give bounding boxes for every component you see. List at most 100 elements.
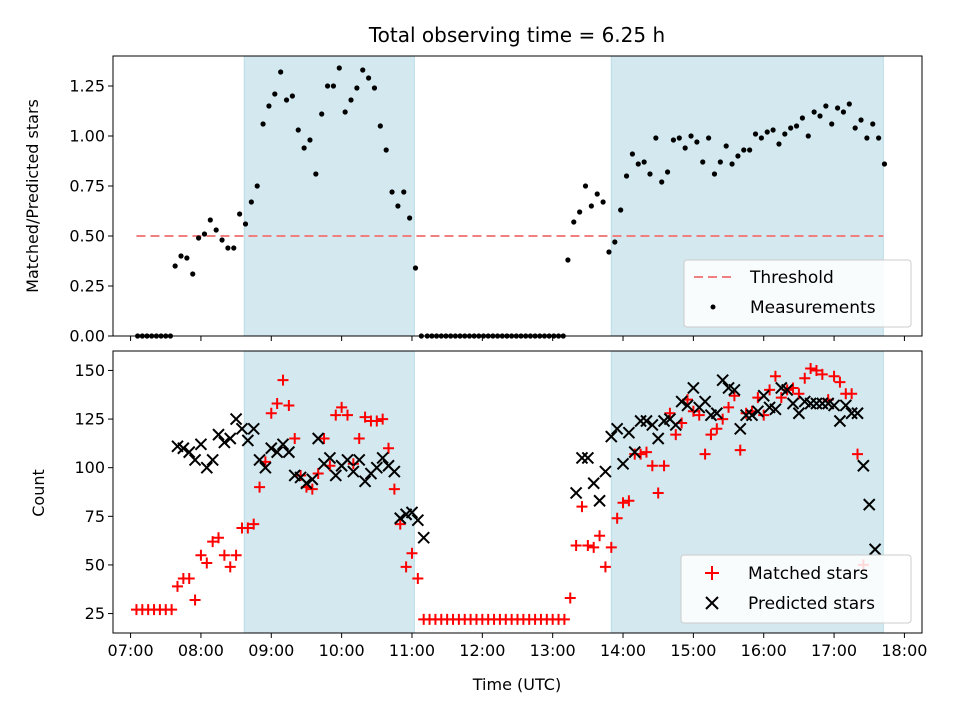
measurement-point [647, 171, 653, 177]
legend-matched-label: Matched stars [748, 564, 868, 584]
predicted-star-point [376, 451, 389, 465]
y-tick-label: 0.25 [69, 277, 105, 296]
measurement-point [319, 111, 325, 117]
measurement-point [729, 161, 735, 167]
predicted-star-point [247, 422, 260, 436]
matched-star-point [207, 536, 219, 548]
matched-star-point [711, 423, 723, 435]
matched-star-point [189, 594, 201, 606]
matched-star-point [570, 539, 582, 551]
matched-star-point [775, 392, 787, 404]
y-tick-label: 0.75 [69, 177, 105, 196]
top-legend-box [683, 259, 912, 328]
matched-star-point [341, 409, 353, 421]
bot-highlight-band-1 [243, 350, 415, 634]
measurement-point [664, 169, 671, 175]
chart-title: Total observing time = 6.25 h [368, 23, 665, 47]
matched-stars-points [131, 363, 869, 625]
predicted-star-point [218, 436, 231, 449]
measurement-point [342, 109, 348, 115]
predicted-star-point [804, 397, 817, 410]
y-tick-label: 0.00 [69, 327, 105, 346]
measurement-point [184, 255, 190, 261]
predicted-star-point [200, 461, 214, 474]
measurement-point [283, 97, 290, 103]
top-x-ticks [130, 336, 905, 341]
legend-matched-swatch [705, 566, 719, 580]
predicted-star-point [698, 395, 712, 408]
matched-star-point [670, 429, 682, 441]
measurement-point [383, 147, 389, 153]
matched-star-point [599, 561, 611, 573]
matched-star-point [617, 497, 629, 509]
legend-predicted-swatch [705, 596, 719, 610]
predicted-star-point [605, 430, 618, 443]
measurement-point [266, 103, 272, 109]
measurement-point [752, 131, 759, 137]
predicted-star-point [780, 383, 794, 397]
y-tick-label: 1.25 [69, 77, 105, 96]
matched-star-point [769, 370, 781, 382]
predicted-star-point [716, 373, 729, 387]
matched-star-point [734, 444, 746, 456]
measurement-point [577, 209, 583, 215]
bottom-legend-box [680, 554, 912, 624]
predicted-star-point [616, 457, 630, 471]
measurement-point [260, 121, 266, 127]
matched-star-point [201, 557, 213, 569]
y-tick-label: 25 [85, 604, 105, 623]
measurement-point [195, 235, 202, 241]
measurement-point [612, 239, 618, 245]
matched-star-point [564, 592, 576, 604]
measurement-point [700, 159, 706, 165]
matched-star-point [400, 561, 412, 573]
measurement-point [207, 217, 213, 223]
matched-star-point [723, 401, 735, 413]
matched-star-point [242, 522, 254, 534]
matched-star-point [383, 442, 395, 454]
measurement-point [641, 159, 647, 165]
matched-star-point [605, 541, 617, 553]
matched-star-point [588, 541, 600, 553]
measurement-point [811, 109, 817, 115]
predicted-star-point [628, 445, 641, 459]
measurement-point [354, 85, 360, 91]
matched-star-point [195, 549, 207, 561]
predicted-star-point [241, 434, 255, 447]
x-tick-label: 09:00 [248, 641, 294, 660]
matched-star-point [336, 401, 348, 413]
matched-star-point [171, 580, 183, 592]
measurement-point [717, 159, 723, 165]
matched-star-point [306, 483, 318, 495]
predicted-star-point [816, 397, 829, 410]
measurement-point [670, 137, 677, 143]
measurement-point [190, 271, 196, 277]
measurement-point [846, 101, 852, 107]
y-tick-label: 50 [85, 555, 105, 574]
measurement-point [272, 91, 278, 97]
predicted-star-point [183, 445, 196, 459]
matched-star-point [728, 390, 740, 402]
measurement-point [623, 173, 630, 179]
matched-star-point [347, 458, 359, 470]
matched-star-point [693, 409, 705, 421]
measurement-point [401, 189, 407, 195]
y-tick-label: 75 [85, 507, 105, 526]
measurement-point [219, 237, 225, 243]
measurement-point [876, 135, 882, 141]
predicted-star-point [194, 438, 208, 451]
predicted-star-point [575, 451, 589, 465]
matched-star-point [652, 487, 664, 499]
predicted-star-point [827, 399, 841, 412]
legend-predicted-label: Predicted stars [748, 594, 875, 614]
matched-star-point [330, 409, 342, 421]
predicted-star-point [259, 461, 272, 474]
measurement-point [858, 117, 864, 123]
measurement-point [201, 231, 208, 237]
matched-star-point [183, 573, 195, 585]
matched-star-point [248, 518, 260, 530]
measurement-point [178, 253, 184, 259]
predicted-star-point [569, 486, 583, 500]
matched-star-point [166, 604, 178, 616]
